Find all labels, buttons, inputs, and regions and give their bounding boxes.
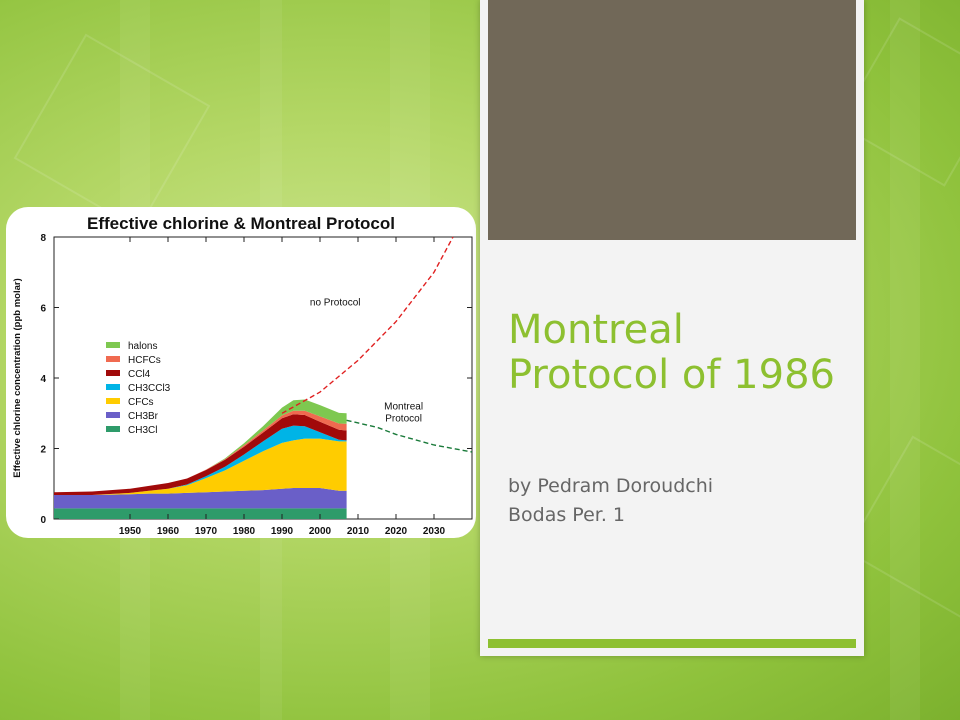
y-axis-label: Effective chlorine concentration (ppb mo… — [12, 278, 23, 478]
area-hcfcs — [54, 410, 347, 493]
legend-label: CFCs — [128, 397, 154, 408]
slide-subtitle: by Pedram Doroudchi Bodas Per. 1 — [508, 472, 848, 530]
projection-no-protocol — [281, 236, 454, 414]
projection-label-no-protocol: no Protocol — [310, 298, 361, 309]
x-tick-label: 2020 — [385, 526, 408, 537]
subtitle-author: by Pedram Doroudchi — [508, 475, 714, 497]
subtitle-class: Bodas Per. 1 — [508, 504, 626, 526]
x-tick-label: 2010 — [347, 526, 370, 537]
area-halons — [54, 399, 347, 493]
legend-label: HCFCs — [128, 355, 161, 366]
x-tick-label: 1970 — [195, 526, 218, 537]
y-tick-label: 6 — [40, 304, 46, 315]
legend-label: CH3CCl3 — [128, 383, 171, 394]
chart-title: Effective chlorine & Montreal Protocol — [87, 214, 395, 233]
legend-swatch — [106, 398, 120, 404]
x-tick-label: 1950 — [119, 526, 142, 537]
projection-label-montreal-1: Montreal — [384, 402, 423, 413]
area-ch3ccl3 — [54, 425, 347, 495]
legend-swatch — [106, 356, 120, 362]
legend-label: CH3Br — [128, 411, 159, 422]
legend-swatch — [106, 342, 120, 348]
legend-label: CH3Cl — [128, 425, 157, 436]
area-ch3cl — [54, 508, 347, 519]
chart-card: Effective chlorine & Montreal Protocol 19… — [6, 207, 476, 538]
legend-label: halons — [128, 341, 157, 352]
x-tick-label: 1960 — [157, 526, 180, 537]
area-ccl4 — [54, 414, 347, 495]
legend-swatch — [106, 426, 120, 432]
projection-montreal-protocol — [346, 419, 473, 453]
y-tick-label: 8 — [40, 233, 46, 244]
title-panel: Montreal Protocol of 1986 by Pedram Doro… — [480, 0, 864, 656]
chlorine-chart: Effective chlorine & Montreal Protocol 19… — [12, 214, 473, 537]
accent-bar — [488, 639, 856, 648]
x-tick-label: 1980 — [233, 526, 256, 537]
y-tick-label: 4 — [40, 374, 46, 385]
projection-label-montreal-2: Protocol — [385, 414, 422, 425]
background-stripe — [890, 0, 920, 720]
y-tick-label: 0 — [40, 515, 46, 526]
area-ch3br — [54, 488, 347, 509]
slide-title: Montreal Protocol of 1986 — [508, 307, 835, 398]
legend-swatch — [106, 412, 120, 418]
legend-swatch — [106, 370, 120, 376]
photo-placeholder — [488, 0, 856, 240]
area-cfcs — [54, 438, 347, 495]
legend-swatch — [106, 384, 120, 390]
x-tick-label: 2030 — [423, 526, 446, 537]
y-tick-label: 2 — [40, 445, 46, 456]
legend-label: CCl4 — [128, 369, 151, 380]
x-tick-label: 2000 — [309, 526, 332, 537]
x-tick-label: 1990 — [271, 526, 294, 537]
